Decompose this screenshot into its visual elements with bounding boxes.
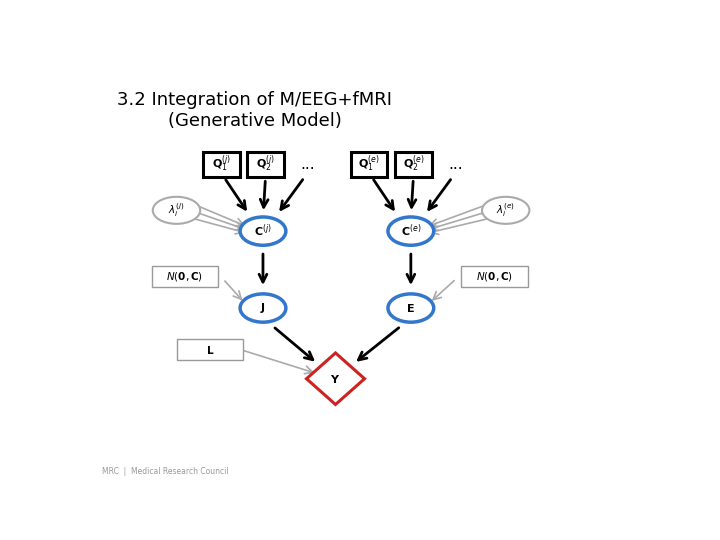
FancyBboxPatch shape [395,152,432,178]
Ellipse shape [240,217,286,245]
Ellipse shape [482,197,529,224]
FancyBboxPatch shape [203,152,240,178]
FancyBboxPatch shape [152,266,218,287]
Text: $\mathbf{J}$: $\mathbf{J}$ [260,301,266,315]
Text: ...: ... [300,157,315,172]
Text: $\mathbf{Q}_1^{(e)}$: $\mathbf{Q}_1^{(e)}$ [358,153,380,174]
Ellipse shape [153,197,200,224]
FancyBboxPatch shape [351,152,387,178]
Text: Brain Sciences Unit: Brain Sciences Unit [566,58,661,68]
Text: $\mathbf{Y}$: $\mathbf{Y}$ [330,373,341,384]
Text: MRC: MRC [456,39,515,63]
Text: ...: ... [448,157,463,172]
Text: $\mathbf{Q}_2^{(e)}$: $\mathbf{Q}_2^{(e)}$ [402,153,425,174]
Ellipse shape [388,217,433,245]
Text: $\mathbf{Q}_1^{(j)}$: $\mathbf{Q}_1^{(j)}$ [212,153,230,174]
Text: MRC  |  Medical Research Council: MRC | Medical Research Council [102,467,229,476]
Text: $\lambda_i^{(j)}$: $\lambda_i^{(j)}$ [168,201,185,219]
Text: $N(\mathbf{0}, \mathbf{C})$: $N(\mathbf{0}, \mathbf{C})$ [166,271,203,284]
Text: $\mathbf{E}$: $\mathbf{E}$ [407,302,415,314]
Text: 3.2 Integration of M/EEG+fMRI: 3.2 Integration of M/EEG+fMRI [117,91,392,109]
Ellipse shape [240,294,286,322]
Text: $\mathbf{C}^{(j)}$: $\mathbf{C}^{(j)}$ [254,223,272,239]
Text: $\lambda_i^{(e)}$: $\lambda_i^{(e)}$ [496,201,515,219]
Text: $\mathbf{Q}_2^{(j)}$: $\mathbf{Q}_2^{(j)}$ [256,153,275,174]
FancyBboxPatch shape [177,339,243,360]
Text: $N(\mathbf{0}, \mathbf{C})$: $N(\mathbf{0}, \mathbf{C})$ [476,271,513,284]
Text: (Generative Model): (Generative Model) [168,112,341,130]
Text: $\mathbf{L}$: $\mathbf{L}$ [206,343,214,356]
Ellipse shape [388,294,433,322]
Text: Cognition and: Cognition and [579,35,647,45]
FancyBboxPatch shape [462,266,528,287]
Polygon shape [307,353,364,404]
Text: $\mathbf{C}^{(e)}$: $\mathbf{C}^{(e)}$ [400,223,421,239]
FancyBboxPatch shape [248,152,284,178]
